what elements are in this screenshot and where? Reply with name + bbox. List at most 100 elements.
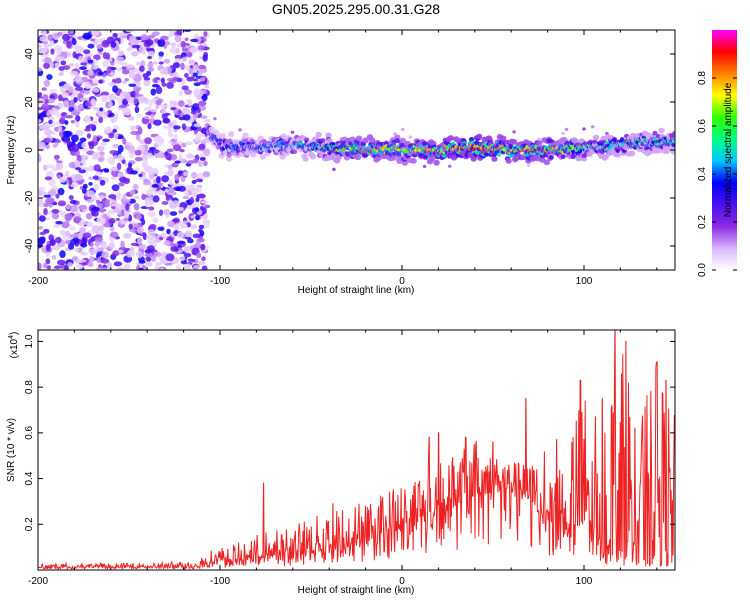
noise-cell bbox=[87, 69, 94, 76]
noise-cell bbox=[43, 79, 51, 88]
noise-cell bbox=[143, 106, 152, 112]
noise-cell bbox=[51, 255, 57, 260]
noise-cell bbox=[63, 100, 70, 108]
y-tick-label: 40 bbox=[24, 48, 35, 60]
noise-cell bbox=[150, 88, 157, 96]
noise-cell bbox=[82, 183, 88, 189]
signal-cell bbox=[442, 154, 447, 159]
noise-cell bbox=[150, 255, 157, 262]
noise-cell bbox=[118, 104, 127, 109]
noise-cell bbox=[137, 145, 146, 151]
colorbar-tick-label: 0.8 bbox=[697, 71, 708, 85]
noise-cell bbox=[75, 114, 81, 122]
signal-cell bbox=[614, 151, 622, 158]
colorbar-tick-label: 0.2 bbox=[697, 215, 708, 229]
noise-cell bbox=[67, 86, 74, 94]
y-tick-label: 0 bbox=[24, 147, 35, 153]
noise-cell bbox=[74, 78, 82, 83]
noise-cell bbox=[138, 267, 144, 270]
noise-cell bbox=[199, 157, 206, 161]
noise-cell bbox=[135, 250, 144, 258]
noise-cell bbox=[100, 114, 109, 119]
signal-cell bbox=[394, 134, 401, 141]
signal-cell bbox=[218, 138, 223, 143]
noise-cell bbox=[176, 231, 185, 238]
noise-cell bbox=[47, 34, 54, 42]
noise-cell bbox=[55, 193, 60, 199]
signal-cell bbox=[592, 139, 598, 145]
noise-cell bbox=[120, 240, 125, 249]
noise-cell bbox=[39, 36, 49, 42]
noise-cell bbox=[174, 222, 180, 230]
noise-cell bbox=[87, 123, 95, 129]
noise-cell bbox=[138, 45, 146, 54]
noise-cell bbox=[59, 85, 65, 93]
noise-cell bbox=[93, 183, 99, 191]
noise-cell bbox=[129, 198, 136, 204]
noise-cell bbox=[149, 223, 157, 230]
scatter-cell bbox=[238, 128, 242, 132]
noise-cell bbox=[158, 61, 164, 65]
noise-cell bbox=[114, 113, 119, 121]
signal-cell bbox=[491, 156, 498, 162]
noise-cell bbox=[65, 203, 71, 210]
noise-cell bbox=[38, 236, 46, 245]
noise-cell bbox=[50, 48, 55, 55]
noise-cell bbox=[101, 267, 108, 270]
noise-cell bbox=[195, 196, 200, 203]
x-tick-label: -100 bbox=[210, 276, 230, 287]
noise-cell bbox=[135, 81, 141, 86]
noise-cell bbox=[174, 160, 181, 164]
noise-cell bbox=[167, 220, 175, 228]
noise-cell bbox=[169, 30, 174, 36]
noise-cell bbox=[66, 139, 71, 145]
noise-cell bbox=[128, 83, 137, 87]
noise-cell bbox=[139, 65, 145, 72]
noise-cell bbox=[96, 267, 102, 270]
noise-cell bbox=[48, 116, 55, 121]
scatter-cell bbox=[408, 135, 413, 139]
noise-cell bbox=[115, 56, 125, 62]
noise-cell bbox=[184, 89, 193, 95]
noise-cell bbox=[175, 187, 181, 192]
noise-cell bbox=[186, 51, 193, 58]
noise-cell bbox=[155, 99, 162, 106]
noise-cell bbox=[180, 40, 187, 48]
noise-cell bbox=[75, 129, 84, 137]
noise-cell bbox=[153, 119, 162, 126]
noise-cell bbox=[87, 59, 94, 64]
noise-cell bbox=[38, 262, 42, 270]
signal-cell bbox=[658, 127, 665, 134]
noise-cell bbox=[121, 80, 127, 85]
noise-cell bbox=[57, 125, 63, 132]
noise-cell bbox=[151, 84, 160, 88]
noise-cell bbox=[124, 144, 131, 151]
noise-cell bbox=[93, 106, 100, 111]
signal-cell bbox=[433, 159, 440, 166]
noise-cell bbox=[200, 76, 205, 82]
signal-cell bbox=[242, 132, 249, 139]
noise-cell bbox=[68, 195, 74, 201]
noise-cell bbox=[68, 177, 73, 186]
noise-cell bbox=[151, 183, 159, 188]
noise-cell bbox=[122, 137, 127, 145]
signal-cell bbox=[410, 158, 417, 164]
x-tick-label: -100 bbox=[210, 576, 230, 587]
noise-cell bbox=[198, 143, 206, 150]
noise-cell bbox=[141, 150, 149, 156]
noise-cell bbox=[204, 204, 211, 209]
scatter-cell bbox=[213, 117, 217, 121]
noise-cell bbox=[46, 197, 55, 204]
noise-cell bbox=[38, 97, 45, 105]
noise-cell bbox=[86, 198, 94, 203]
noise-cell bbox=[38, 189, 43, 197]
noise-cell bbox=[190, 171, 198, 179]
signal-cell bbox=[471, 147, 476, 152]
noise-cell bbox=[117, 153, 124, 161]
noise-cell bbox=[127, 162, 133, 168]
noise-cell bbox=[48, 178, 56, 187]
noise-cell bbox=[82, 49, 91, 54]
colorbar-tick-label: 0.4 bbox=[697, 167, 708, 181]
signal-cell bbox=[421, 141, 428, 146]
